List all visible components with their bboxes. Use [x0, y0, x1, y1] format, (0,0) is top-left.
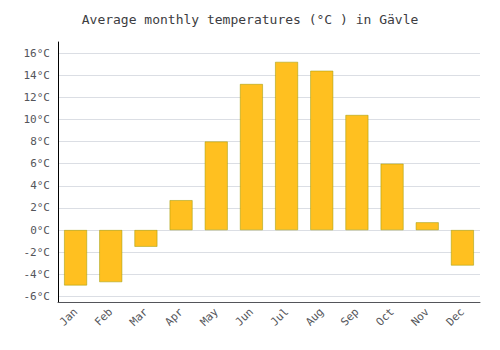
svg-text:Nov: Nov: [409, 305, 432, 328]
svg-text:Mar: Mar: [127, 305, 150, 328]
svg-text:Aug: Aug: [303, 305, 326, 328]
svg-text:12°C: 12°C: [24, 91, 51, 104]
svg-text:-2°C: -2°C: [24, 246, 51, 259]
svg-text:Average monthly temperatures (: Average monthly temperatures (°C ) in Gä…: [82, 12, 419, 27]
svg-text:Apr: Apr: [162, 305, 185, 328]
svg-text:Sep: Sep: [338, 305, 361, 328]
svg-text:10°C: 10°C: [24, 113, 51, 126]
svg-text:Jan: Jan: [57, 305, 80, 328]
svg-text:-4°C: -4°C: [24, 268, 51, 281]
svg-text:2°C: 2°C: [30, 201, 50, 214]
svg-text:Jul: Jul: [268, 305, 291, 328]
svg-text:0°C: 0°C: [30, 224, 50, 237]
svg-text:8°C: 8°C: [30, 135, 50, 148]
svg-text:4°C: 4°C: [30, 179, 50, 192]
svg-text:-6°C: -6°C: [24, 290, 51, 303]
svg-text:6°C: 6°C: [30, 157, 50, 170]
svg-text:Dec: Dec: [444, 305, 467, 328]
svg-text:Feb: Feb: [92, 305, 115, 328]
svg-text:Oct: Oct: [373, 305, 396, 328]
svg-text:Jun: Jun: [233, 305, 256, 328]
svg-text:16°C: 16°C: [24, 47, 51, 60]
svg-text:14°C: 14°C: [24, 69, 51, 82]
svg-text:May: May: [198, 305, 221, 328]
